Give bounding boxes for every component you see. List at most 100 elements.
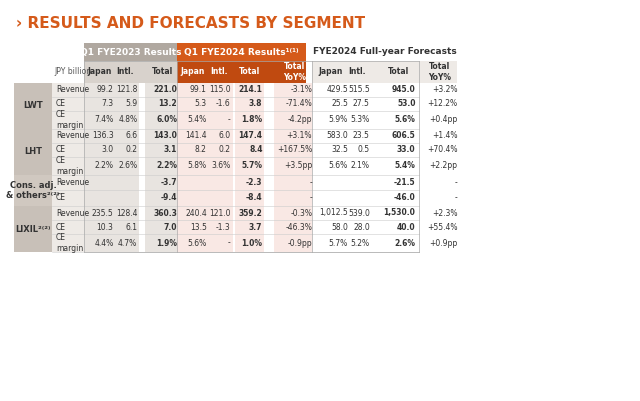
Bar bbox=[275, 206, 314, 220]
Text: 5.3: 5.3 bbox=[195, 99, 207, 109]
Bar bbox=[275, 190, 314, 206]
Bar bbox=[84, 143, 115, 157]
Text: -: - bbox=[228, 115, 230, 124]
Text: 606.5: 606.5 bbox=[392, 132, 415, 140]
Text: Intl.: Intl. bbox=[210, 67, 228, 77]
Bar bbox=[84, 220, 115, 234]
Text: 5.3%: 5.3% bbox=[351, 115, 370, 124]
Bar bbox=[52, 83, 93, 97]
Bar bbox=[111, 97, 140, 111]
Text: Cons. adj.
& others²⁽²⁾: Cons. adj. & others²⁽²⁾ bbox=[6, 181, 60, 200]
Text: 121.8: 121.8 bbox=[116, 85, 138, 95]
Bar bbox=[380, 190, 417, 206]
Text: 23.5: 23.5 bbox=[353, 132, 370, 140]
Text: Total: Total bbox=[152, 67, 173, 77]
Bar bbox=[111, 129, 140, 143]
Text: 4.4%: 4.4% bbox=[94, 239, 113, 247]
Bar bbox=[342, 111, 372, 129]
Text: CE
margin: CE margin bbox=[56, 156, 83, 176]
Text: 40.0: 40.0 bbox=[397, 223, 415, 231]
Bar bbox=[84, 157, 115, 175]
Text: › RESULTS AND FORECASTS BY SEGMENT: › RESULTS AND FORECASTS BY SEGMENT bbox=[16, 16, 365, 31]
Bar bbox=[235, 220, 264, 234]
Text: 53.0: 53.0 bbox=[397, 99, 415, 109]
Bar bbox=[52, 129, 93, 143]
Bar bbox=[145, 129, 179, 143]
Text: 359.2: 359.2 bbox=[239, 209, 262, 217]
Text: 13.5: 13.5 bbox=[190, 223, 207, 231]
Bar bbox=[380, 234, 417, 252]
Text: -3.1%: -3.1% bbox=[291, 85, 312, 95]
Bar bbox=[52, 111, 93, 129]
Bar bbox=[235, 190, 264, 206]
Text: CE: CE bbox=[56, 146, 66, 154]
Text: 99.1: 99.1 bbox=[190, 85, 207, 95]
Bar bbox=[312, 143, 350, 157]
Bar bbox=[84, 97, 115, 111]
Bar bbox=[380, 175, 417, 190]
Bar bbox=[52, 175, 93, 190]
Text: 7.4%: 7.4% bbox=[94, 115, 113, 124]
Bar bbox=[84, 175, 115, 190]
Bar bbox=[312, 206, 350, 220]
Bar bbox=[419, 206, 459, 220]
Bar bbox=[205, 111, 233, 129]
Bar bbox=[177, 111, 209, 129]
Bar bbox=[84, 206, 115, 220]
Text: 6.1: 6.1 bbox=[125, 223, 138, 231]
Bar bbox=[145, 97, 179, 111]
Text: Total
YoY%: Total YoY% bbox=[283, 62, 306, 82]
Text: -71.4%: -71.4% bbox=[285, 99, 312, 109]
Text: Revenue: Revenue bbox=[56, 178, 89, 187]
Bar bbox=[275, 220, 314, 234]
Text: 141.4: 141.4 bbox=[185, 132, 207, 140]
Bar bbox=[205, 97, 233, 111]
Text: 5.4%: 5.4% bbox=[395, 162, 415, 170]
Text: 3.1: 3.1 bbox=[164, 146, 177, 154]
Bar bbox=[111, 111, 140, 129]
Text: Revenue: Revenue bbox=[56, 132, 89, 140]
Text: CE: CE bbox=[56, 99, 66, 109]
Bar bbox=[342, 234, 372, 252]
Text: 4.8%: 4.8% bbox=[118, 115, 138, 124]
Bar bbox=[342, 143, 372, 157]
Text: -: - bbox=[309, 178, 312, 187]
Text: 5.4%: 5.4% bbox=[188, 115, 207, 124]
Text: 2.6%: 2.6% bbox=[394, 239, 415, 247]
Bar bbox=[235, 83, 264, 97]
Text: 7.0: 7.0 bbox=[164, 223, 177, 231]
Text: 360.3: 360.3 bbox=[153, 209, 177, 217]
Bar bbox=[177, 83, 209, 97]
Text: -46.0: -46.0 bbox=[394, 194, 415, 203]
Bar bbox=[145, 190, 179, 206]
Bar bbox=[235, 143, 264, 157]
Bar bbox=[52, 234, 93, 252]
Text: 6.0: 6.0 bbox=[219, 132, 230, 140]
Bar bbox=[312, 220, 350, 234]
Text: 1,530.0: 1,530.0 bbox=[383, 209, 415, 217]
Bar bbox=[380, 97, 417, 111]
Text: +0.9pp: +0.9pp bbox=[429, 239, 457, 247]
Bar bbox=[52, 97, 93, 111]
Text: 5.7%: 5.7% bbox=[241, 162, 262, 170]
Bar bbox=[205, 157, 233, 175]
Text: 0.5: 0.5 bbox=[358, 146, 370, 154]
Text: 10.3: 10.3 bbox=[97, 223, 113, 231]
Bar bbox=[275, 143, 314, 157]
Bar bbox=[342, 206, 372, 220]
Bar bbox=[312, 111, 350, 129]
Bar bbox=[145, 175, 179, 190]
Bar bbox=[380, 129, 417, 143]
Bar bbox=[419, 83, 459, 97]
Bar bbox=[145, 143, 179, 157]
Bar bbox=[14, 175, 52, 206]
Bar bbox=[111, 157, 140, 175]
Bar bbox=[205, 220, 233, 234]
Text: -8.4: -8.4 bbox=[246, 194, 262, 203]
Bar bbox=[177, 206, 209, 220]
Text: 221.0: 221.0 bbox=[153, 85, 177, 95]
Bar bbox=[342, 157, 372, 175]
Bar bbox=[145, 111, 179, 129]
Text: 32.5: 32.5 bbox=[331, 146, 348, 154]
Text: +12.2%: +12.2% bbox=[427, 99, 457, 109]
